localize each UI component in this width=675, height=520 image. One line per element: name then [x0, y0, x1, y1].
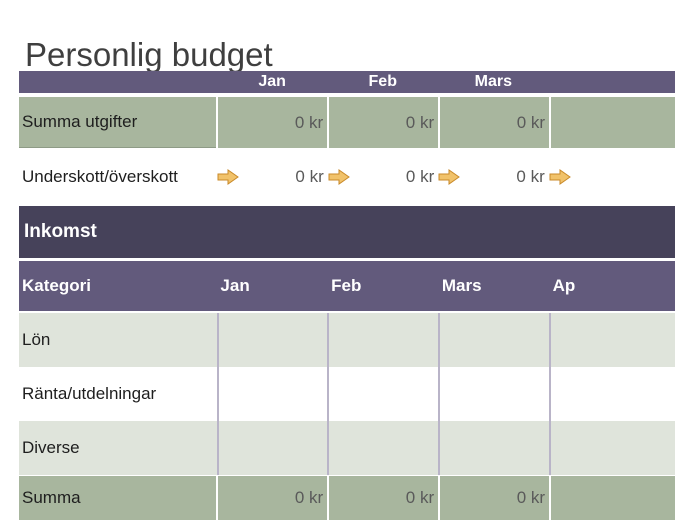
income-value-cell[interactable]	[327, 421, 438, 475]
income-total-feb[interactable]: 0 kr	[327, 476, 438, 520]
income-value-cell[interactable]	[327, 313, 438, 367]
balance-mars-value: 0 kr	[516, 167, 545, 186]
income-value-cell[interactable]	[548, 421, 675, 475]
income-section-band: Inkomst	[19, 206, 675, 258]
income-total-mars[interactable]: 0 kr	[438, 476, 549, 520]
header-month-mars: Mars	[474, 73, 512, 90]
income-header-feb[interactable]: Feb	[331, 276, 362, 295]
income-value-cell[interactable]	[438, 313, 549, 367]
arrow-right-icon	[217, 169, 240, 185]
table-row: Lön	[19, 313, 675, 367]
page-title: Personlig budget	[25, 36, 273, 74]
income-header-mars[interactable]: Mars	[441, 276, 482, 295]
income-value-cell[interactable]	[327, 367, 438, 421]
balance-mars[interactable]: 0 kr	[438, 150, 549, 204]
income-value-cell[interactable]	[216, 313, 328, 367]
income-header-jan[interactable]: Jan	[220, 276, 250, 295]
income-total-label[interactable]: Summa	[22, 488, 81, 507]
header-month-next	[549, 71, 675, 93]
header-empty-cell	[19, 71, 217, 93]
table-row: Diverse	[19, 421, 675, 475]
income-value-cell[interactable]	[216, 421, 328, 475]
balance-feb-value: 0 kr	[405, 167, 435, 186]
balance-feb[interactable]: 0 kr	[328, 150, 439, 204]
arrow-right-icon	[328, 169, 350, 185]
arrow-right-icon	[438, 169, 461, 185]
balance-label[interactable]: Underskott/överskott	[19, 150, 217, 204]
total-expenses-row: Summa utgifter 0 kr 0 kr 0 kr	[19, 97, 675, 148]
income-total-next[interactable]	[549, 476, 675, 520]
income-value-cell[interactable]	[548, 313, 675, 367]
income-header-next[interactable]: Ap	[552, 276, 576, 295]
income-value-cell[interactable]	[216, 367, 328, 421]
income-value-cell[interactable]	[438, 367, 549, 421]
balance-next[interactable]	[549, 150, 675, 204]
balance-jan[interactable]: 0 kr	[217, 150, 328, 204]
income-value-cell[interactable]	[548, 367, 675, 421]
income-header-category[interactable]: Kategori	[22, 276, 91, 295]
balance-jan-value: 0 kr	[295, 167, 324, 186]
income-total-jan[interactable]: 0 kr	[216, 476, 327, 520]
total-expenses-mars[interactable]: 0 kr	[438, 97, 549, 148]
income-value-cell[interactable]	[438, 421, 549, 475]
table-row: Ränta/utdelningar	[19, 367, 675, 421]
income-category-cell[interactable]: Ränta/utdelningar	[22, 384, 157, 403]
income-category-cell[interactable]: Lön	[22, 330, 51, 349]
total-expenses-next[interactable]	[549, 97, 675, 148]
income-header-row: Kategori Jan Feb Mars Ap	[19, 261, 675, 311]
income-category-cell[interactable]: Diverse	[22, 438, 80, 457]
expenses-header-row: Jan Feb Mars	[19, 71, 675, 93]
header-month-jan: Jan	[258, 73, 286, 90]
income-section-title: Inkomst	[24, 221, 97, 242]
header-month-feb: Feb	[368, 73, 397, 90]
balance-row: Underskott/överskott 0 kr 0 kr 0 kr	[19, 150, 675, 204]
total-expenses-feb[interactable]: 0 kr	[327, 97, 438, 148]
income-total-row: Summa 0 kr 0 kr 0 kr	[19, 476, 675, 520]
arrow-right-icon	[549, 169, 571, 185]
total-expenses-jan[interactable]: 0 kr	[216, 97, 327, 148]
total-expenses-label[interactable]: Summa utgifter	[19, 97, 217, 148]
